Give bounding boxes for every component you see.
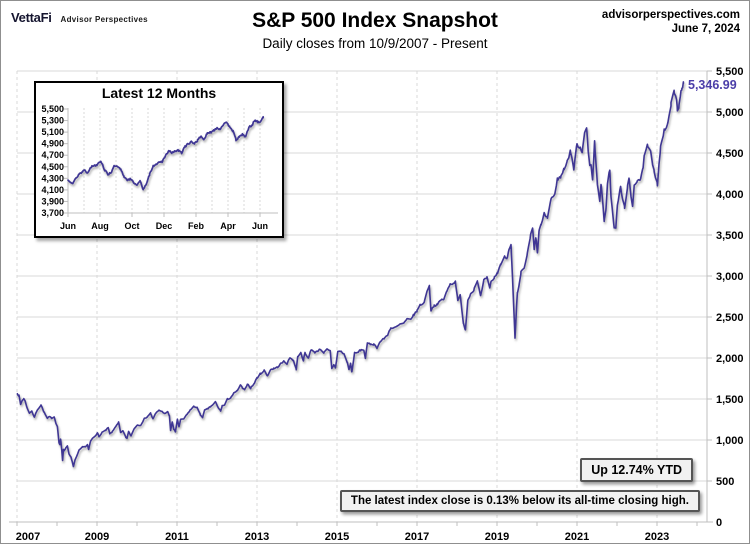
inset-x-axis-tick-label: Jun — [60, 221, 76, 231]
source-website: advisorperspectives.com — [601, 9, 740, 21]
inset-y-axis-tick-label: 4,700 — [41, 150, 64, 160]
inset-y-axis-tick-label: 4,500 — [41, 162, 64, 172]
inset-y-axis-tick-label: 5,500 — [41, 104, 64, 114]
inset-chart-title: Latest 12 Months — [101, 85, 217, 101]
inset-x-axis-tick-label: Jun — [252, 221, 268, 231]
inset-y-axis-tick-label: 4,100 — [41, 185, 64, 195]
inset-x-axis-tick-label: Oct — [124, 221, 139, 231]
x-axis-tick-label: 2011 — [165, 531, 189, 543]
y-axis-tick-label: 5,000 — [716, 107, 744, 119]
page-subtitle: Daily closes from 10/9/2007 - Present — [262, 36, 488, 51]
inset-y-axis-tick-label: 5,300 — [41, 116, 64, 126]
y-axis-tick-label: 1,500 — [716, 394, 744, 406]
y-axis-tick-label: 4,500 — [716, 148, 744, 160]
inset-y-axis-tick-label: 5,100 — [41, 127, 64, 137]
x-axis-tick-label: 2021 — [565, 531, 589, 543]
y-axis-tick-label: 2,000 — [716, 353, 744, 365]
title-block: S&P 500 Index Snapshot Daily closes from… — [1, 9, 749, 51]
x-axis-tick-label: 2007 — [16, 531, 40, 543]
x-axis-tick-label: 2013 — [245, 531, 269, 543]
inset-y-axis-tick-label: 4,900 — [41, 139, 64, 149]
x-axis-tick-label: 2017 — [405, 531, 429, 543]
y-axis-tick-label: 2,500 — [716, 312, 744, 324]
source-block: advisorperspectives.com June 7, 2024 — [602, 8, 740, 36]
x-axis-tick-label: 2015 — [325, 531, 349, 543]
y-axis-tick-label: 3,000 — [716, 271, 744, 283]
inset-y-axis-tick-label: 3,900 — [41, 196, 64, 206]
y-axis-tick-label: 1,000 — [716, 435, 744, 447]
y-axis-tick-label: 4,000 — [716, 189, 744, 201]
inset-chart: Latest 12 Months 3,700 3,900 4,100 4,300 4,5… — [34, 81, 284, 238]
inset-x-axis-tick-label: Aug — [91, 221, 109, 231]
report-date: June 7, 2024 — [671, 23, 740, 35]
y-axis-tick-label: 500 — [716, 476, 734, 488]
inset-y-axis-tick-label: 3,700 — [41, 208, 64, 218]
latest-close-data-label: 5,346.99 — [688, 78, 737, 92]
y-axis-tick-label: 3,500 — [716, 230, 744, 242]
x-axis-tick-label: 2009 — [85, 531, 109, 543]
all-time-high-callout: The latest index close is 0.13% below it… — [339, 490, 700, 512]
inset-x-axis-tick-label: Apr — [220, 221, 236, 231]
ytd-performance-callout: Up 12.74% YTD — [580, 458, 693, 482]
y-axis-tick-label: 0 — [716, 517, 722, 529]
page-title: S&P 500 Index Snapshot — [252, 9, 498, 32]
inset-price-line — [67, 115, 265, 191]
advisor-perspectives-logo-text: Advisor Perspectives — [60, 15, 148, 24]
vettafi-logo: VettaFi Advisor Perspectives — [11, 10, 148, 25]
x-axis-tick-label: 2023 — [645, 531, 669, 543]
vettafi-logo-text: VettaFi — [11, 10, 52, 25]
inset-x-axis-tick-label: Dec — [156, 221, 173, 231]
inset-y-axis-tick-label: 4,300 — [41, 173, 64, 183]
sp500-price-line — [16, 81, 685, 468]
x-axis-tick-label: 2019 — [485, 531, 509, 543]
y-axis-tick-label: 5,500 — [716, 66, 744, 78]
inset-x-axis-tick-label: Feb — [188, 221, 205, 231]
